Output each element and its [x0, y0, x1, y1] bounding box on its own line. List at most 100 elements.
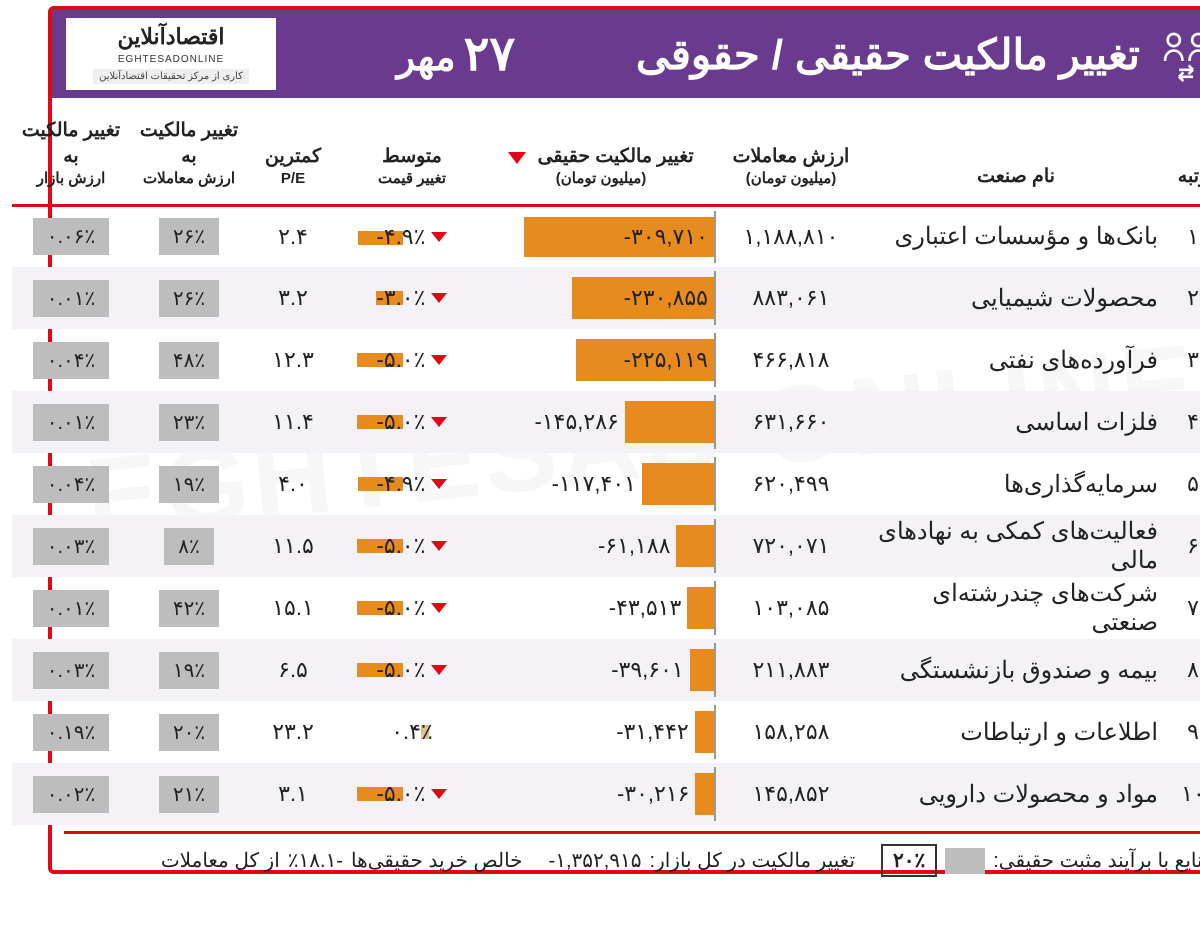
industry-name-cell: شرکت‌های چندرشته‌ای صنعتی — [824, 577, 1124, 639]
ownership-change-cell: -۲۳۰,۸۵۵ — [444, 267, 674, 329]
trade-value-cell: ۴۶۶,۸۱۸ — [674, 329, 824, 391]
ratio-chip: ۴۸٪ — [117, 342, 177, 379]
price-change-value: -۵.۰٪ — [335, 409, 384, 434]
down-triangle-icon — [389, 603, 405, 613]
ratio-trade-cell: ۲۶٪ — [88, 205, 206, 267]
ratio-chip: ۰.۰۴٪ — [0, 466, 67, 503]
ratio-market-cell: ۰.۰۳٪ — [0, 515, 88, 577]
ratio-market-cell: ۰.۰۴٪ — [0, 453, 88, 515]
positive-industries-box: صنایع با برآیند مثبت حقیقی: ۲۰٪ — [839, 844, 1178, 877]
total-change-value: -۱,۳۵۲,۹۱۵ — [507, 848, 600, 873]
ratio-chip: ۱۹٪ — [117, 466, 177, 503]
col-ownership-change[interactable]: تغییر مالکیت حقیقی (میلیون تومان) — [444, 108, 674, 205]
ownership-change-bar — [653, 773, 672, 815]
industry-name-cell: فعالیت‌های کمکی به نهادهای مالی — [824, 515, 1124, 577]
net-buy-suffix: از کل معاملات — [119, 848, 238, 873]
ownership-change-value: -۳۹,۶۰۱ — [569, 657, 642, 683]
down-triangle-icon — [389, 479, 405, 489]
source-logo: اقتصادآنلاین EGHTESADONLINE کاری از مرکز… — [24, 18, 234, 90]
ratio-chip: ۰.۰۳٪ — [0, 528, 67, 565]
ratio-market-cell: ۰.۰۳٪ — [0, 639, 88, 701]
industry-name-cell: سرمایه‌گذاری‌ها — [824, 453, 1124, 515]
down-triangle-icon — [389, 541, 405, 551]
ratio-chip: ۲۶٪ — [117, 218, 177, 255]
min-pe-cell: ۱۲.۳ — [206, 329, 296, 391]
min-pe-cell: ۱۱.۴ — [206, 391, 296, 453]
rank-cell: ۳ — [1124, 329, 1178, 391]
avg-price-change-cell: -۵.۰٪ — [296, 391, 444, 453]
trade-value-cell: ۲۱۱,۸۸۳ — [674, 639, 824, 701]
summary-footer: صنایع با برآیند مثبت حقیقی: ۲۰٪ تغییر ما… — [22, 831, 1178, 877]
table-header: رتبه نام صنعت ارزش معاملات (میلیون تومان… — [0, 108, 1178, 205]
ownership-change-bar — [583, 401, 672, 443]
bar-axis — [672, 643, 674, 697]
price-change-value: -۵.۰٪ — [335, 347, 384, 372]
col-rmkt-label2: ارزش بازار — [0, 169, 82, 189]
industries-table: رتبه نام صنعت ارزش معاملات (میلیون تومان… — [0, 108, 1178, 825]
min-pe-cell: ۳.۱ — [206, 763, 296, 825]
bar-axis — [672, 767, 674, 821]
ownership-change-value: -۲۲۵,۱۱۹ — [582, 347, 666, 373]
ratio-chip: ۲۰٪ — [117, 714, 177, 751]
ratio-trade-cell: ۲۰٪ — [88, 701, 206, 763]
col-rtrade-label2: ارزش معاملات — [94, 169, 200, 189]
ownership-change-cell: -۶۱,۱۸۸ — [444, 515, 674, 577]
col-ratio-market: تغییر مالکیت به ارزش بازار — [0, 108, 88, 205]
report-frame: EGHTESAD ONLINE اقتصادآنلاین EGHTESADONL… — [0, 0, 1200, 880]
min-pe-cell: ۳.۲ — [206, 267, 296, 329]
ratio-market-cell: ۰.۰۲٪ — [0, 763, 88, 825]
total-change-box: تغییر مالکیت در کل بازار: -۱,۳۵۲,۹۱۵ — [507, 848, 813, 873]
ratio-chip: ۰.۰۳٪ — [0, 652, 67, 689]
min-pe-cell: ۲.۴ — [206, 205, 296, 267]
industry-name-cell: بانک‌ها و مؤسسات اعتباری — [824, 205, 1124, 267]
net-buy-label: خالص خرید حقیقی‌ها — [309, 848, 481, 873]
bar-axis — [672, 333, 674, 387]
logo-sub-text: EGHTESADONLINE — [76, 54, 182, 65]
col-trade-value: ارزش معاملات (میلیون تومان) — [674, 108, 824, 205]
logo-tagline: کاری از مرکز تحقیقات اقتصادآنلاین — [51, 69, 207, 84]
table-body: ۱بانک‌ها و مؤسسات اعتباری۱,۱۸۸,۸۱۰-۳۰۹,۷… — [0, 205, 1178, 825]
down-triangle-icon — [389, 232, 405, 242]
ownership-change-cell: -۳۹,۶۰۱ — [444, 639, 674, 701]
trade-value-cell: ۶۲۰,۴۹۹ — [674, 453, 824, 515]
bar-axis — [672, 519, 674, 573]
min-pe-cell: ۲۳.۲ — [206, 701, 296, 763]
col-trade-value-unit: (میلیون تومان) — [680, 169, 818, 189]
col-pe-label1: کمترین — [223, 146, 279, 167]
down-triangle-icon — [389, 293, 405, 303]
bar-axis — [672, 581, 674, 635]
ratio-trade-cell: ۲۱٪ — [88, 763, 206, 825]
rank-cell: ۸ — [1124, 639, 1178, 701]
avg-price-change-cell: -۵.۰٪ — [296, 577, 444, 639]
ownership-change-bar — [648, 649, 672, 691]
price-change-value: -۴.۹٪ — [335, 224, 384, 249]
col-trade-value-label: ارزش معاملات — [691, 146, 808, 167]
down-triangle-icon — [389, 665, 405, 675]
col-industry-name: نام صنعت — [824, 108, 1124, 205]
industry-name-cell: فرآورده‌های نفتی — [824, 329, 1124, 391]
header-bar: اقتصادآنلاین EGHTESADONLINE کاری از مرکز… — [10, 10, 1190, 98]
logo-main-text: اقتصادآنلاین — [75, 24, 182, 50]
col-ratio-trade: تغییر مالکیت به ارزش معاملات — [88, 108, 206, 205]
price-change-value: -۵.۰٪ — [335, 781, 384, 806]
industry-name-cell: مواد و محصولات دارویی — [824, 763, 1124, 825]
bar-axis — [672, 271, 674, 325]
col-min-pe: کمترین P/E — [206, 108, 296, 205]
table-row: ۹اطلاعات و ارتباطات۱۵۸,۲۵۸-۳۱,۴۴۲۰.۴٪۲۳.… — [0, 701, 1178, 763]
date-day: ۲۷ — [422, 26, 474, 82]
trade-value-cell: ۱,۱۸۸,۸۱۰ — [674, 205, 824, 267]
ownership-change-bar — [600, 463, 672, 505]
ratio-chip: ۰.۰۱٪ — [0, 404, 67, 441]
price-change-value: -۳.۰٪ — [335, 285, 384, 310]
ownership-change-value: -۱۴۵,۲۸۶ — [493, 409, 577, 435]
avg-price-change-cell: -۵.۰٪ — [296, 763, 444, 825]
col-rtrade-label1: تغییر مالکیت به — [98, 120, 196, 167]
ratio-chip: ۴۲٪ — [117, 590, 177, 627]
min-pe-cell: ۴.۰ — [206, 453, 296, 515]
date-month: مهر — [355, 35, 414, 80]
ratio-chip: ۱۹٪ — [117, 652, 177, 689]
header-title: تغییر مالکیت حقیقی / حقوقی — [594, 22, 1176, 86]
industry-name-cell: بیمه و صندوق بازنشستگی — [824, 639, 1124, 701]
net-buy-box: خالص خرید حقیقی‌ها ٪۱۸.۱- از کل معاملات — [119, 848, 481, 873]
ratio-chip: ۰.۱۹٪ — [0, 714, 67, 751]
